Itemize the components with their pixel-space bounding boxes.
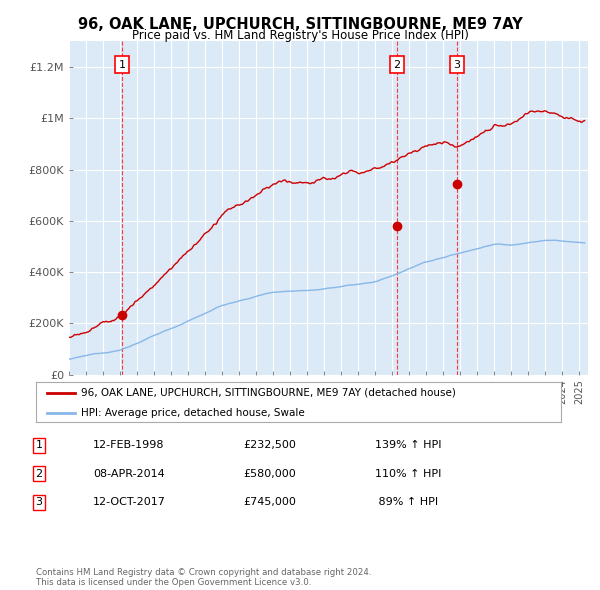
Text: Price paid vs. HM Land Registry's House Price Index (HPI): Price paid vs. HM Land Registry's House … [131,30,469,42]
Text: 110% ↑ HPI: 110% ↑ HPI [375,469,442,478]
Text: 1: 1 [119,60,125,70]
Text: 2: 2 [394,60,400,70]
Text: £745,000: £745,000 [243,497,296,507]
Text: 89% ↑ HPI: 89% ↑ HPI [375,497,438,507]
Text: HPI: Average price, detached house, Swale: HPI: Average price, detached house, Swal… [80,408,304,418]
Text: 96, OAK LANE, UPCHURCH, SITTINGBOURNE, ME9 7AY (detached house): 96, OAK LANE, UPCHURCH, SITTINGBOURNE, M… [80,388,455,398]
Text: 1: 1 [35,441,43,450]
Text: £232,500: £232,500 [243,441,296,450]
Text: 3: 3 [35,497,43,507]
Text: Contains HM Land Registry data © Crown copyright and database right 2024.
This d: Contains HM Land Registry data © Crown c… [36,568,371,587]
Text: 96, OAK LANE, UPCHURCH, SITTINGBOURNE, ME9 7AY: 96, OAK LANE, UPCHURCH, SITTINGBOURNE, M… [77,17,523,31]
Text: 2: 2 [35,469,43,478]
Text: 3: 3 [454,60,460,70]
Text: £580,000: £580,000 [243,469,296,478]
Text: 139% ↑ HPI: 139% ↑ HPI [375,441,442,450]
Text: 12-OCT-2017: 12-OCT-2017 [93,497,166,507]
Text: 08-APR-2014: 08-APR-2014 [93,469,165,478]
Text: 12-FEB-1998: 12-FEB-1998 [93,441,164,450]
